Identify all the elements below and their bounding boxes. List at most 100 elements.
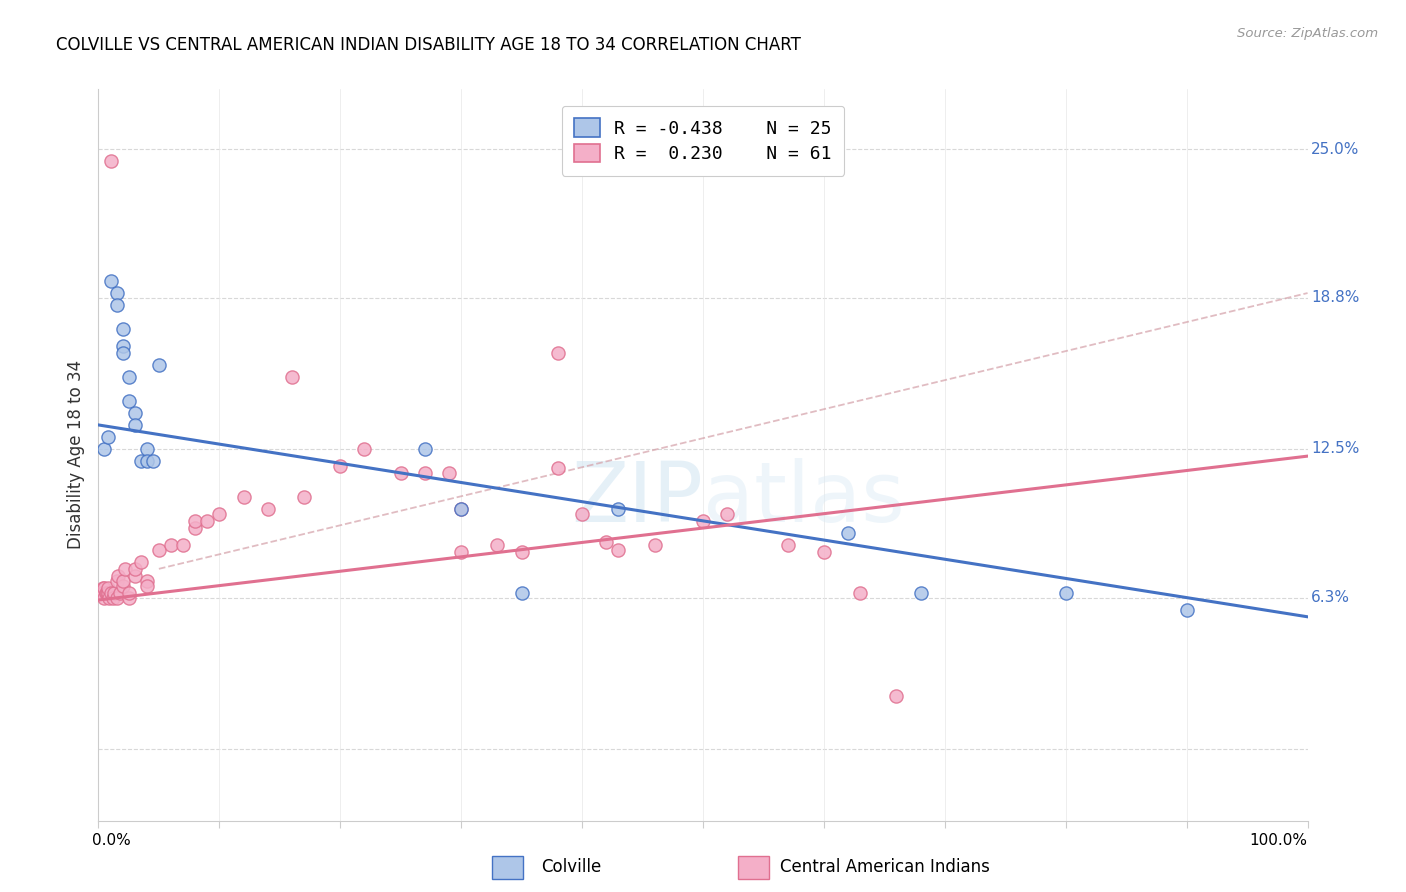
- Point: [90, 586, 112, 600]
- Point: [105, 286, 128, 301]
- Point: [91, 586, 114, 600]
- Point: [105, 298, 128, 312]
- Point: [97, 581, 120, 595]
- Point: [292, 490, 315, 504]
- Text: 0.0%: 0.0%: [93, 832, 131, 847]
- Point: [910, 586, 932, 600]
- Point: [886, 689, 908, 703]
- Point: [142, 454, 165, 468]
- Point: [692, 514, 714, 528]
- Point: [716, 507, 738, 521]
- Point: [413, 442, 436, 456]
- Point: [607, 542, 630, 557]
- Point: [124, 406, 146, 420]
- Point: [595, 535, 617, 549]
- Point: [184, 514, 207, 528]
- Point: [124, 569, 146, 583]
- Point: [93, 581, 115, 595]
- Point: [91, 586, 114, 600]
- Point: [96, 586, 118, 600]
- Text: Source: ZipAtlas.com: Source: ZipAtlas.com: [1237, 27, 1378, 40]
- Point: [135, 454, 157, 468]
- Point: [644, 538, 666, 552]
- Point: [100, 586, 122, 600]
- Point: [1054, 586, 1077, 600]
- Point: [118, 586, 141, 600]
- Point: [111, 579, 134, 593]
- Legend: R = -0.438    N = 25, R =  0.230    N = 61: R = -0.438 N = 25, R = 0.230 N = 61: [562, 105, 844, 176]
- Point: [837, 525, 859, 540]
- Point: [111, 322, 134, 336]
- Point: [93, 442, 115, 456]
- Point: [437, 466, 460, 480]
- Point: [111, 574, 134, 588]
- Point: [547, 461, 569, 475]
- Point: [114, 562, 136, 576]
- Point: [849, 586, 872, 600]
- Point: [776, 538, 799, 552]
- Point: [135, 442, 157, 456]
- Point: [389, 466, 412, 480]
- Point: [813, 545, 835, 559]
- Point: [111, 346, 134, 360]
- Text: 100.0%: 100.0%: [1250, 832, 1308, 847]
- Point: [195, 514, 218, 528]
- Point: [135, 574, 157, 588]
- Point: [108, 586, 131, 600]
- Point: [353, 442, 375, 456]
- Point: [450, 501, 472, 516]
- Point: [129, 555, 152, 569]
- Point: [105, 591, 128, 605]
- Text: 12.5%: 12.5%: [1312, 442, 1360, 457]
- Point: [232, 490, 254, 504]
- Point: [450, 501, 472, 516]
- Point: [94, 586, 117, 600]
- Point: [101, 591, 124, 605]
- Point: [118, 591, 141, 605]
- Point: [1175, 602, 1198, 616]
- Text: Central American Indians: Central American Indians: [780, 858, 990, 876]
- Point: [607, 501, 630, 516]
- Point: [103, 586, 125, 600]
- Point: [105, 574, 128, 588]
- Text: ZIP: ZIP: [571, 458, 703, 540]
- Point: [486, 538, 509, 552]
- Point: [124, 417, 146, 432]
- Point: [547, 346, 569, 360]
- Point: [148, 542, 170, 557]
- Point: [118, 394, 141, 409]
- Point: [510, 545, 533, 559]
- Point: [97, 430, 120, 444]
- Text: 25.0%: 25.0%: [1312, 142, 1360, 157]
- Point: [118, 370, 141, 384]
- Point: [148, 358, 170, 372]
- Point: [107, 569, 129, 583]
- Point: [100, 154, 122, 169]
- Point: [256, 501, 278, 516]
- Point: [329, 458, 352, 473]
- Point: [91, 581, 114, 595]
- Point: [93, 591, 115, 605]
- Point: [450, 545, 472, 559]
- Point: [129, 454, 152, 468]
- Text: Colville: Colville: [541, 858, 602, 876]
- Point: [281, 370, 304, 384]
- Point: [184, 521, 207, 535]
- Point: [172, 538, 194, 552]
- Point: [510, 586, 533, 600]
- Y-axis label: Disability Age 18 to 34: Disability Age 18 to 34: [66, 360, 84, 549]
- Text: 18.8%: 18.8%: [1312, 290, 1360, 305]
- Point: [413, 466, 436, 480]
- Point: [98, 591, 121, 605]
- Text: atlas: atlas: [703, 458, 904, 540]
- Point: [208, 507, 231, 521]
- Text: COLVILLE VS CENTRAL AMERICAN INDIAN DISABILITY AGE 18 TO 34 CORRELATION CHART: COLVILLE VS CENTRAL AMERICAN INDIAN DISA…: [56, 36, 801, 54]
- Point: [100, 274, 122, 288]
- Point: [160, 538, 183, 552]
- Point: [571, 507, 593, 521]
- Point: [124, 562, 146, 576]
- Text: 6.3%: 6.3%: [1312, 591, 1350, 605]
- Point: [97, 586, 120, 600]
- Point: [135, 579, 157, 593]
- Point: [111, 339, 134, 353]
